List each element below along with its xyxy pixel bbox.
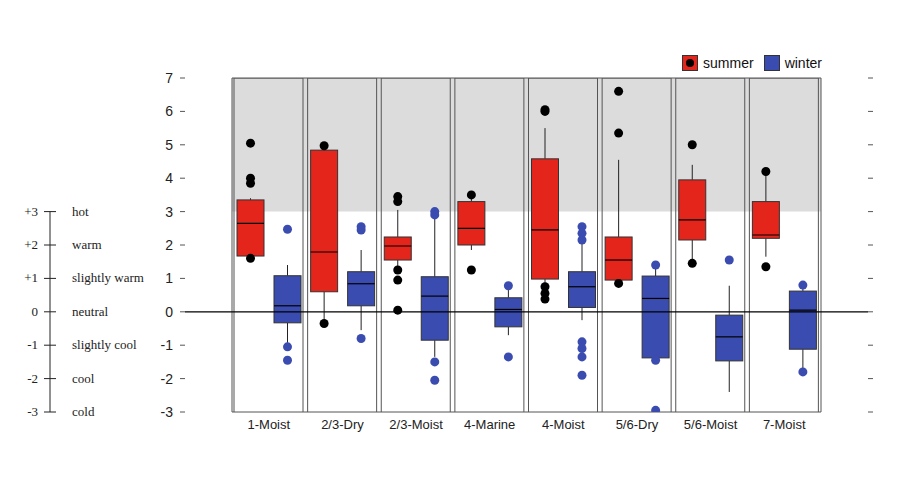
svg-text:cold: cold [72,404,95,419]
svg-text:slightly cool: slightly cool [72,337,137,352]
html-text:summer: summer [703,55,754,71]
svg-text:-2: -2 [27,371,38,386]
svg-text:-1: -1 [161,337,174,353]
html-text:winter: winter [784,55,822,71]
svg-text:5/6-Moist: 5/6-Moist [684,417,738,432]
svg-text:+3: +3 [24,204,38,219]
svg-text:-3: -3 [27,404,38,419]
svg-text:cool: cool [72,371,95,386]
svg-text:2/3-Moist: 2/3-Moist [389,417,443,432]
svg-text:1-Moist: 1-Moist [248,417,291,432]
svg-text:3: 3 [165,204,173,220]
svg-text:4-Marine: 4-Marine [464,417,515,432]
svg-text:1: 1 [165,270,173,286]
svg-text:7: 7 [165,70,173,86]
svg-text:neutral: neutral [72,304,108,319]
svg-text:-2: -2 [161,371,174,387]
svg-text:2: 2 [165,237,173,253]
svg-text:warm: warm [72,237,102,252]
svg-text:slightly warm: slightly warm [72,270,144,285]
svg-text:0: 0 [165,304,173,320]
svg-text:-3: -3 [161,404,174,420]
svg-text:4-Moist: 4-Moist [542,417,585,432]
svg-text:6: 6 [165,103,173,119]
svg-text:2/3-Dry: 2/3-Dry [321,417,364,432]
svg-text:5: 5 [165,137,173,153]
svg-text:7-Moist: 7-Moist [763,417,806,432]
svg-text:4: 4 [165,170,173,186]
svg-text:+2: +2 [24,237,38,252]
svg-text:5/6-Dry: 5/6-Dry [616,417,659,432]
svg-text:+1: +1 [24,270,38,285]
svg-text:-1: -1 [27,337,38,352]
svg-text:0: 0 [32,304,39,319]
svg-text:hot: hot [72,204,89,219]
